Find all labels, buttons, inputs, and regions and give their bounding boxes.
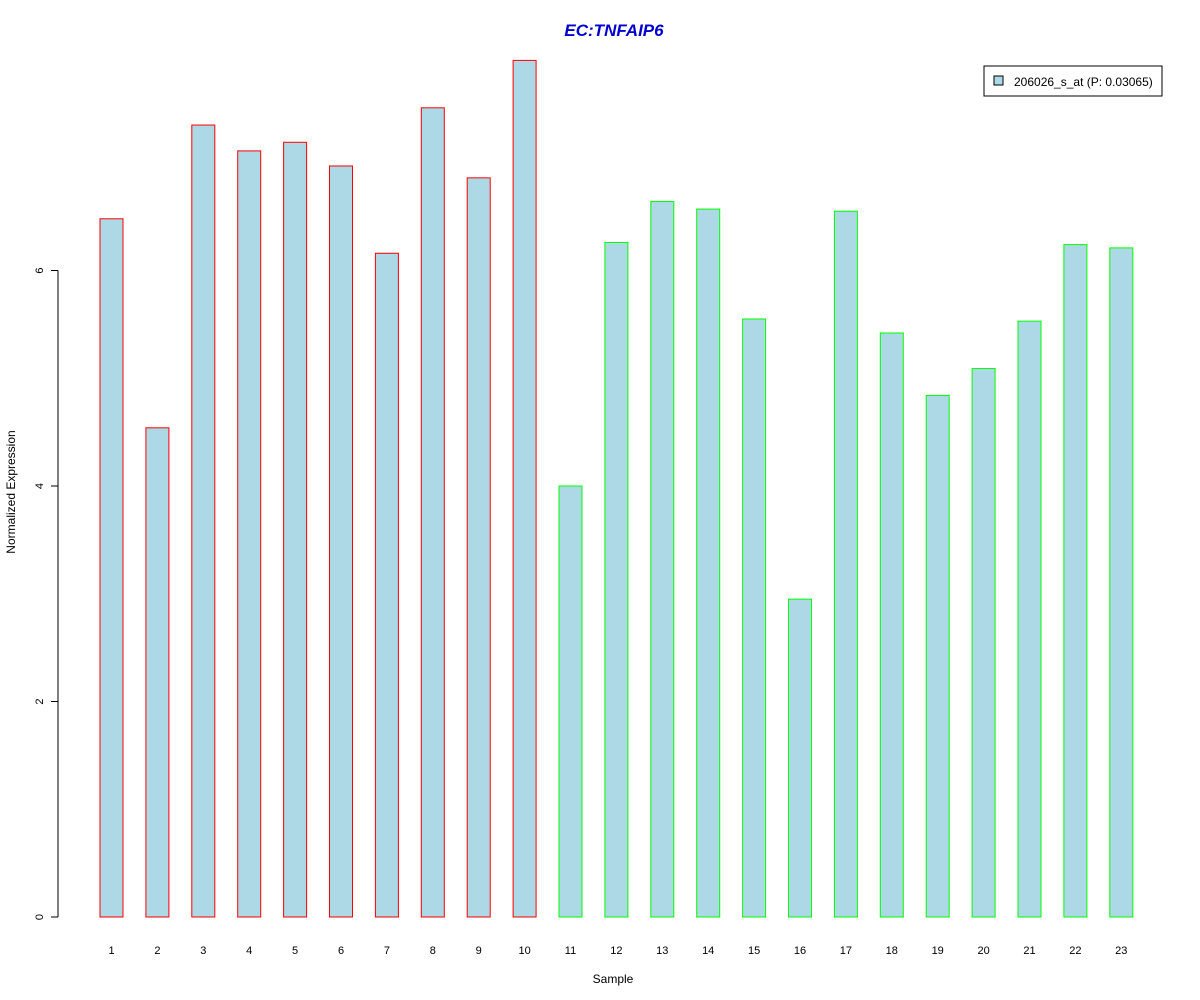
bar-sample-14 <box>696 208 721 918</box>
bars-group <box>99 59 1134 918</box>
x-tick-label: 7 <box>384 945 390 957</box>
y-axis: 0 2 4 6 <box>34 267 59 920</box>
bar-sample-11 <box>558 485 583 918</box>
x-tick-label: 4 <box>246 945 252 957</box>
x-tick-label: 6 <box>338 945 344 957</box>
x-tick-label: 10 <box>518 945 530 957</box>
x-tick-label: 13 <box>656 945 668 957</box>
bar-sample-12 <box>604 241 629 918</box>
y-tick-label: 2 <box>34 698 46 704</box>
bar-sample-10 <box>512 59 537 918</box>
x-tick-label: 5 <box>292 945 298 957</box>
y-tick-label: 6 <box>34 267 46 273</box>
x-tick-label: 9 <box>476 945 482 957</box>
x-tick-label: 3 <box>200 945 206 957</box>
y-tick-label: 0 <box>34 914 46 920</box>
x-tick-label: 12 <box>610 945 622 957</box>
y-tick-label: 4 <box>34 483 46 489</box>
bar-sample-16 <box>788 598 812 918</box>
x-axis-title: Sample <box>593 972 634 986</box>
bar-sample-22 <box>1063 244 1088 918</box>
bar-sample-3 <box>191 124 216 918</box>
x-tick-label: 18 <box>886 945 898 957</box>
bar-sample-23 <box>1109 247 1134 918</box>
x-tick-label: 14 <box>702 945 714 957</box>
bar-sample-5 <box>283 141 308 918</box>
bar-sample-20 <box>971 368 996 918</box>
x-tick-labels: 1 2 3 4 5 6 7 8 9 10 11 12 13 14 15 16 17 18 19 20 21 22 23 <box>108 945 1127 957</box>
bar-sample-7 <box>374 252 399 918</box>
x-tick-label: 17 <box>840 945 852 957</box>
x-tick-label: 16 <box>794 945 806 957</box>
legend-box <box>983 65 1163 97</box>
x-tick-label: 8 <box>430 945 436 957</box>
legend: 206026_s_at (P: 0.03065) <box>983 65 1163 97</box>
bar-sample-19 <box>925 394 950 918</box>
x-tick-label: 23 <box>1115 945 1127 957</box>
bar-sample-6 <box>329 165 353 918</box>
bar-sample-13 <box>650 201 675 918</box>
bar-sample-2 <box>145 427 170 918</box>
x-tick-label: 1 <box>108 945 114 957</box>
bar-sample-9 <box>466 177 491 918</box>
bar-sample-4 <box>237 150 262 918</box>
legend-swatch <box>993 75 1004 86</box>
bar-sample-1 <box>99 218 124 918</box>
x-tick-label: 11 <box>565 945 576 957</box>
bar-sample-18 <box>879 332 904 918</box>
y-axis-title: Normalized Expression <box>4 430 18 553</box>
chart-title: EC:TNFAIP6 <box>564 21 664 40</box>
bar-sample-17 <box>833 210 858 918</box>
x-tick-label: 21 <box>1023 945 1035 957</box>
legend-label: 206026_s_at (P: 0.03065) <box>1014 75 1153 89</box>
x-tick-label: 15 <box>748 945 760 957</box>
bar-sample-15 <box>742 318 767 918</box>
bar-sample-8 <box>420 107 445 918</box>
x-tick-label: 22 <box>1069 945 1081 957</box>
x-tick-label: 2 <box>154 945 160 957</box>
x-tick-label: 20 <box>977 945 989 957</box>
x-tick-label: 19 <box>932 945 944 957</box>
bar-sample-21 <box>1017 320 1042 918</box>
